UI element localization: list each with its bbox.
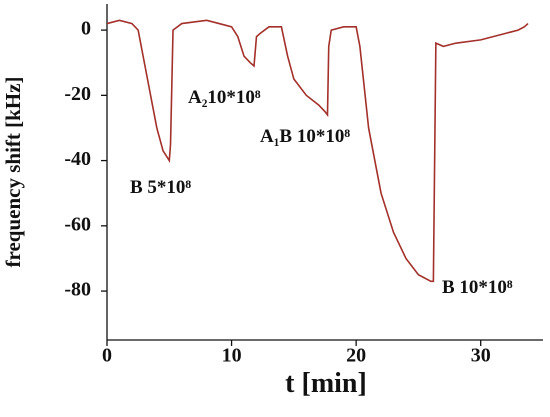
x-tick-label: 0 — [102, 345, 112, 367]
x-tick-label: 30 — [471, 345, 491, 367]
y-tick-label: 0 — [81, 18, 91, 40]
annotation: A₁B 10*10⁸ — [260, 126, 350, 147]
y-tick-label: -80 — [64, 279, 91, 301]
annotation: A₂10*10⁸ — [188, 87, 261, 108]
y-tick-label: -20 — [64, 83, 91, 105]
x-tick-label: 10 — [222, 345, 242, 367]
y-tick-label: -60 — [64, 213, 91, 235]
annotation: B 10*10⁸ — [442, 277, 513, 298]
x-axis-label: t [min] — [285, 368, 367, 399]
y-tick-label: -40 — [64, 148, 91, 170]
y-axis-label: frequency shift [kHz] — [1, 77, 25, 268]
annotation: B 5*10⁸ — [130, 177, 191, 198]
x-tick-label: 20 — [346, 345, 366, 367]
data-line — [106, 19, 529, 283]
